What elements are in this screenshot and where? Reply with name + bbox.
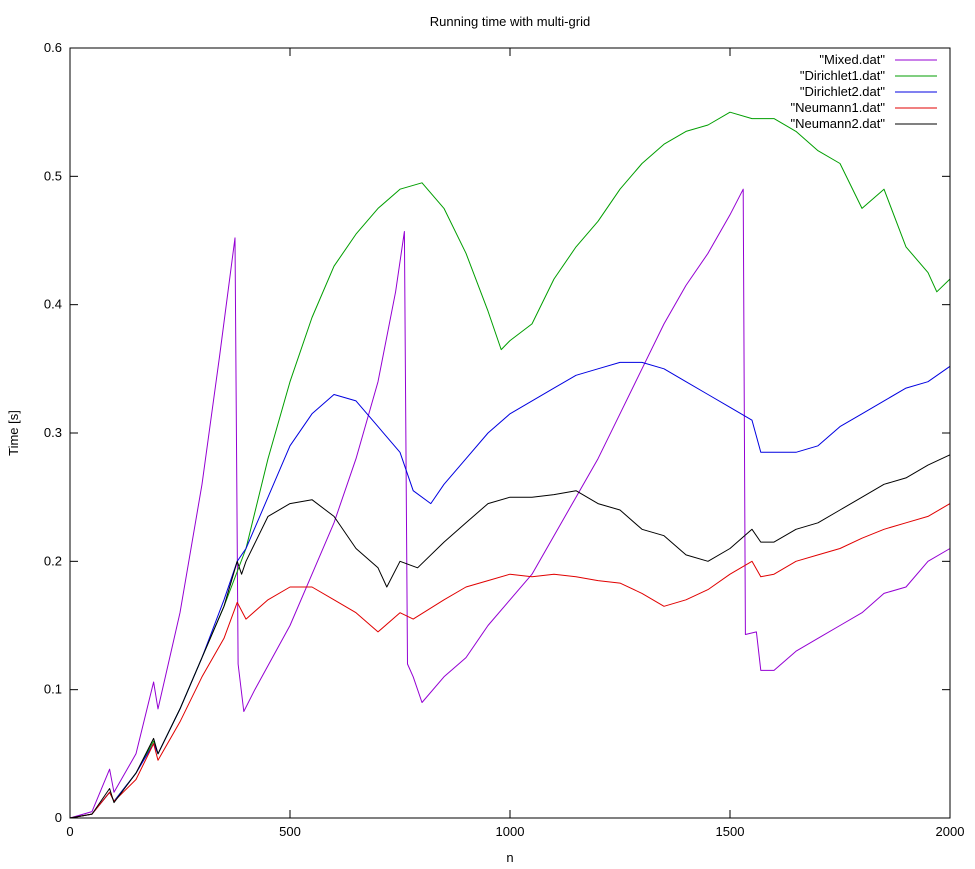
y-tick-label: 0.3 (44, 425, 62, 440)
x-tick-label: 2000 (936, 824, 965, 839)
y-tick-label: 0.4 (44, 297, 62, 312)
series-line-3 (69, 503, 951, 819)
chart-title: Running time with multi-grid (430, 14, 590, 29)
series-line-1 (69, 111, 951, 819)
y-tick-label: 0 (55, 810, 62, 825)
legend: "Mixed.dat""Dirichlet1.dat""Dirichlet2.d… (790, 52, 937, 131)
x-axis: 0 500 1000 1500 2000 (66, 48, 964, 839)
series-layer (69, 111, 951, 819)
legend-label: "Mixed.dat" (819, 52, 885, 67)
legend-label: "Dirichlet1.dat" (800, 68, 885, 83)
series-line-0 (69, 188, 951, 819)
y-tick-label: 0.6 (44, 40, 62, 55)
x-tick-label: 1500 (716, 824, 745, 839)
y-tick-label: 0.5 (44, 168, 62, 183)
x-tick-label: 500 (279, 824, 301, 839)
series-line-4 (69, 454, 951, 819)
x-tick-label: 0 (66, 824, 73, 839)
legend-label: "Neumann1.dat" (790, 100, 885, 115)
y-axis-title: Time [s] (6, 410, 21, 456)
y-axis: 0 0.1 0.2 0.3 0.4 0.5 0.6 (44, 40, 950, 825)
series-line-2 (69, 361, 951, 819)
y-tick-label: 0.1 (44, 682, 62, 697)
x-tick-label: 1000 (496, 824, 525, 839)
legend-label: "Neumann2.dat" (790, 116, 885, 131)
legend-label: "Dirichlet2.dat" (800, 84, 885, 99)
plot-frame (69, 47, 951, 819)
y-tick-label: 0.2 (44, 553, 62, 568)
x-axis-title: n (506, 850, 513, 865)
